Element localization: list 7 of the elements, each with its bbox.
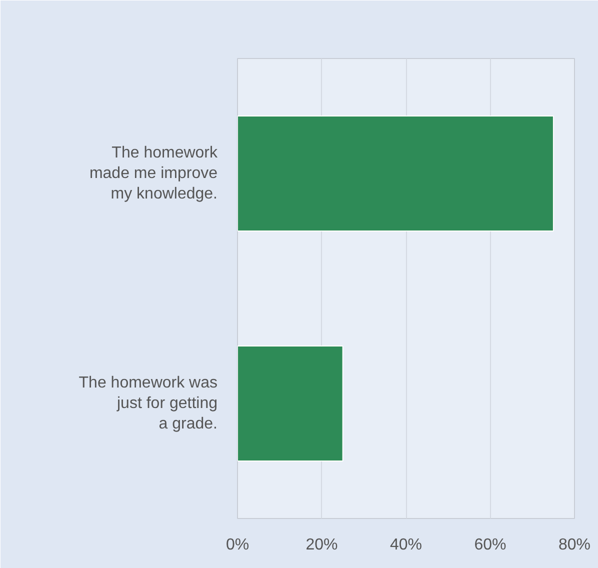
x-tick-label: 80% [558, 536, 591, 554]
x-tick-label: 40% [390, 536, 422, 554]
y-tick-label: The homework was just for getting a grade. [78, 374, 218, 432]
x-tick-label: 60% [474, 536, 506, 554]
x-tick-label: 20% [306, 536, 338, 554]
y-tick-label: The homework made me improve my knowledge. [89, 144, 218, 202]
x-tick-label: 0% [226, 536, 250, 554]
